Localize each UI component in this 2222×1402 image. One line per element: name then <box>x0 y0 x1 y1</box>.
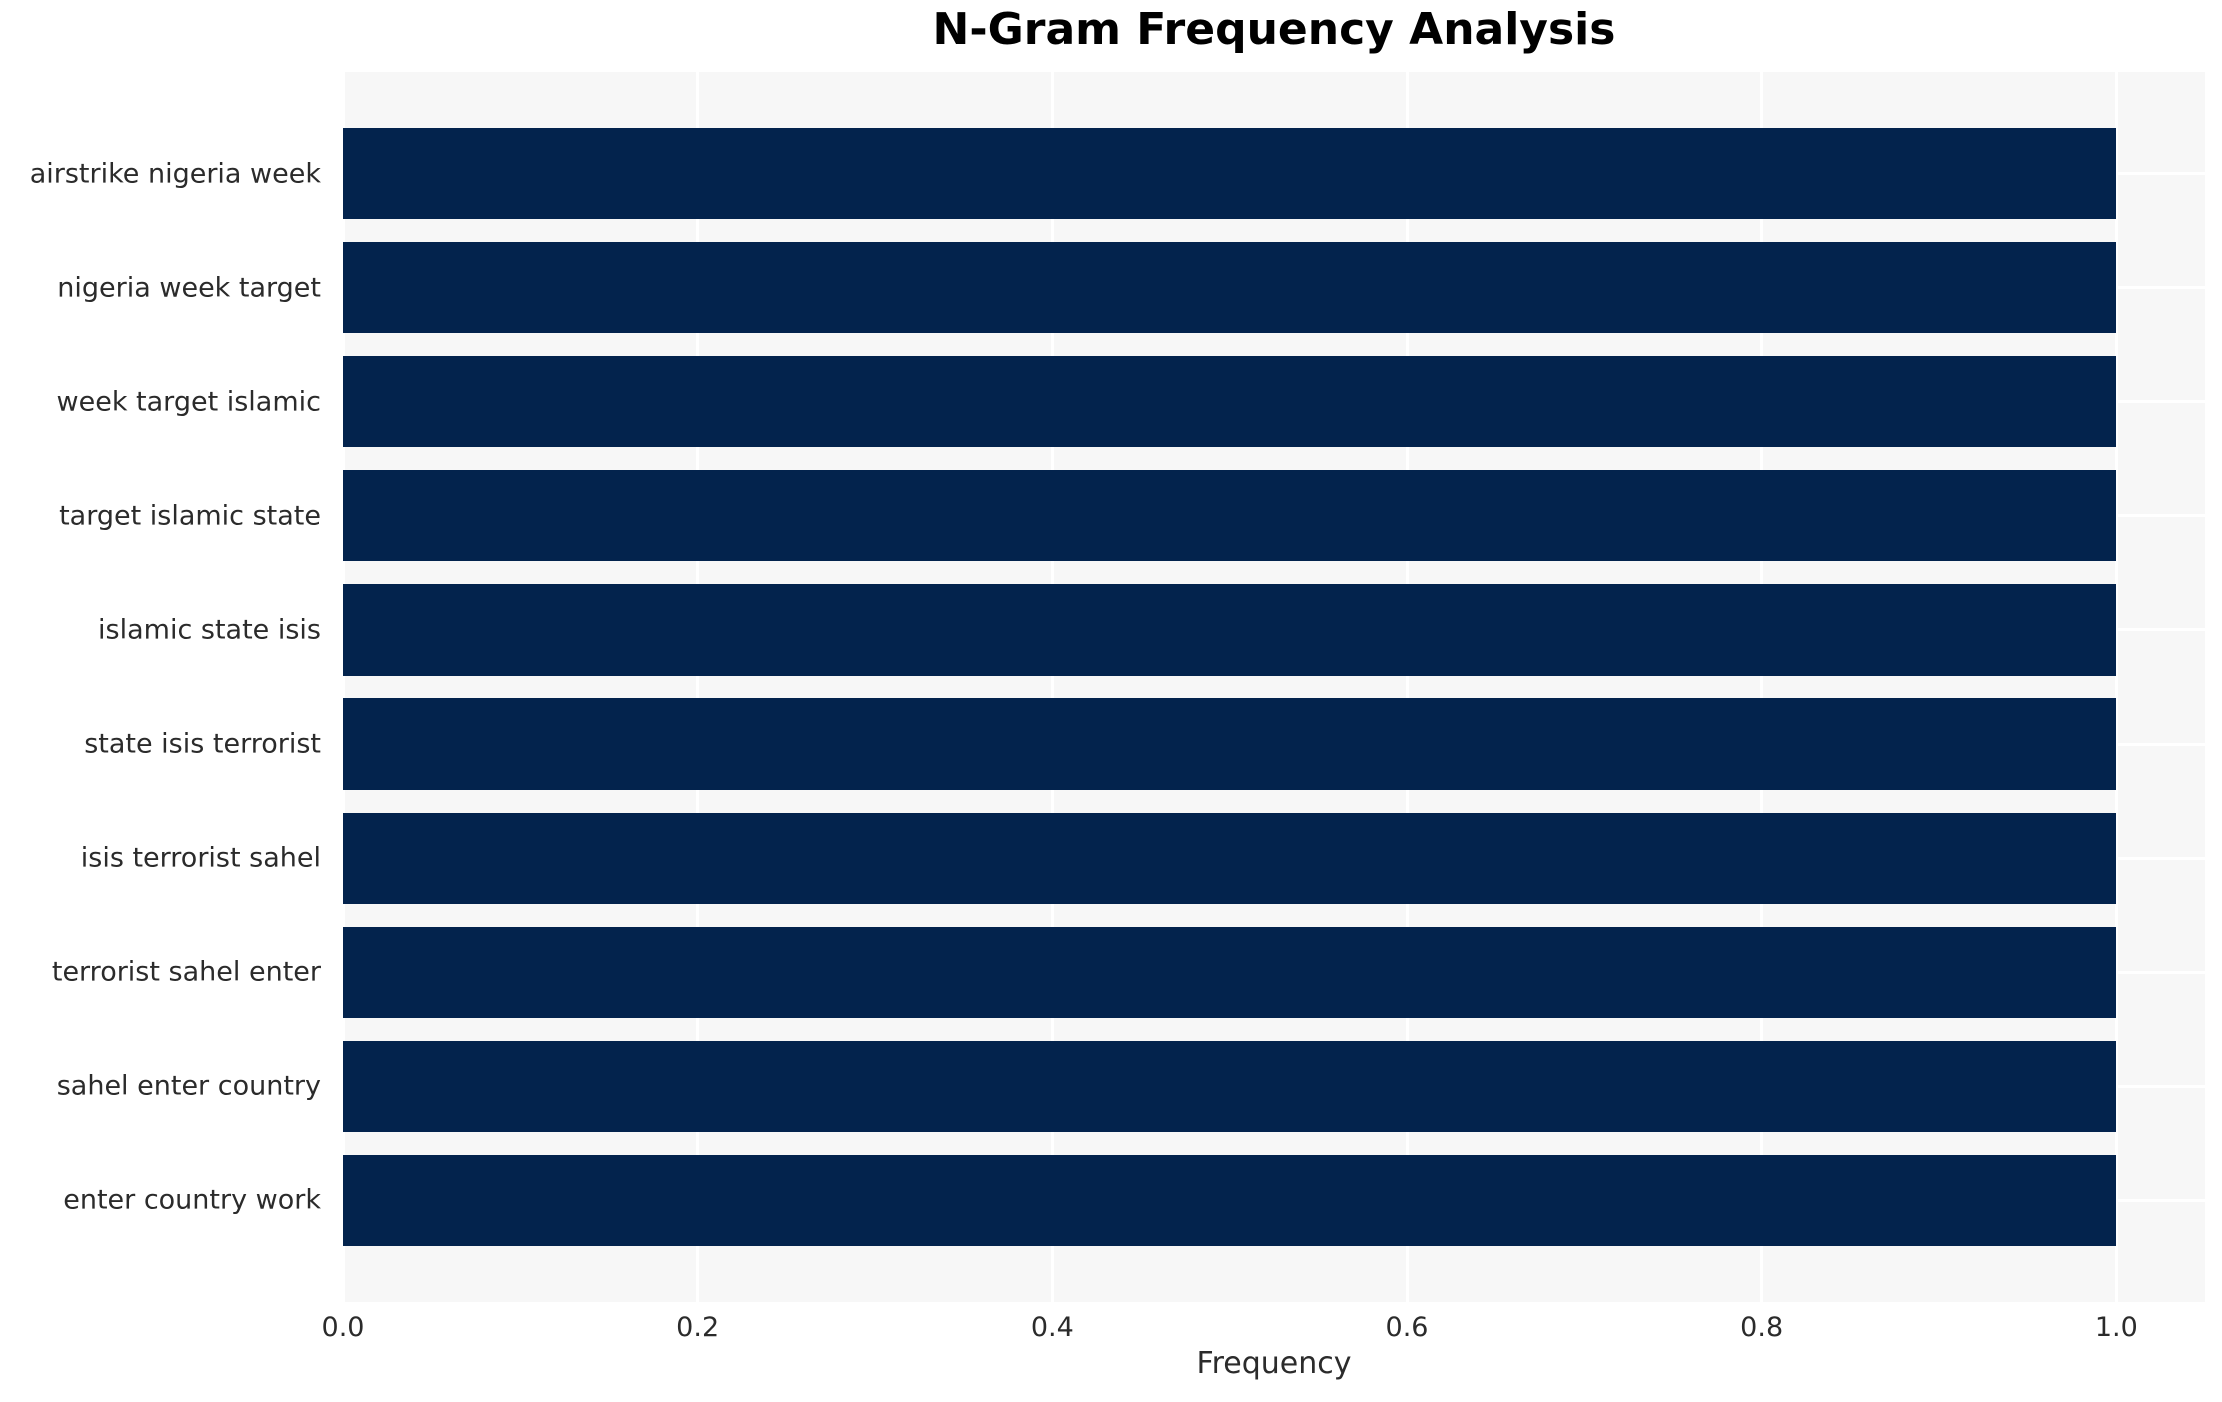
x-axis-label: Frequency <box>1196 1346 1352 1381</box>
bar <box>343 926 2117 1018</box>
bar <box>343 242 2117 334</box>
x-tick-label: 1.0 <box>2094 1312 2138 1343</box>
y-tick-label: state isis terrorist <box>84 728 321 760</box>
x-tick-label: 0.8 <box>1740 1312 1784 1343</box>
y-tick-label: enter country work <box>63 1184 321 1216</box>
bar <box>343 1154 2117 1247</box>
y-tick-label: sahel enter country <box>56 1070 321 1102</box>
y-tick-label: week target islamic <box>56 386 321 418</box>
y-axis-labels: airstrike nigeria week nigeria week targe… <box>0 72 331 1302</box>
gridline-vertical <box>1760 72 1764 1302</box>
plot-area <box>341 72 2205 1302</box>
gridline-vertical <box>696 72 700 1302</box>
y-tick-label: terrorist sahel enter <box>51 956 321 988</box>
gridline-vertical <box>341 72 345 1302</box>
y-tick-label: isis terrorist sahel <box>80 842 321 874</box>
x-tick-label: 0.2 <box>676 1312 720 1343</box>
bar <box>343 470 2117 562</box>
y-tick-label: target islamic state <box>59 500 321 532</box>
x-tick-label: 0.0 <box>321 1312 365 1343</box>
y-tick-label: islamic state isis <box>98 614 321 646</box>
gridline-vertical <box>2114 72 2118 1302</box>
y-tick-label: nigeria week target <box>57 272 321 304</box>
x-tick-label: 0.4 <box>1030 1312 1074 1343</box>
gridline-vertical <box>1405 72 1409 1302</box>
y-tick-label: airstrike nigeria week <box>29 158 321 190</box>
chart-title: N-Gram Frequency Analysis <box>932 4 1616 55</box>
bar <box>343 698 2117 790</box>
bar <box>343 1040 2117 1132</box>
bar <box>343 356 2117 448</box>
gridline-vertical <box>1050 72 1054 1302</box>
bar <box>343 127 2117 220</box>
bar <box>343 812 2117 904</box>
x-tick-label: 0.6 <box>1385 1312 1429 1343</box>
bar <box>343 584 2117 676</box>
